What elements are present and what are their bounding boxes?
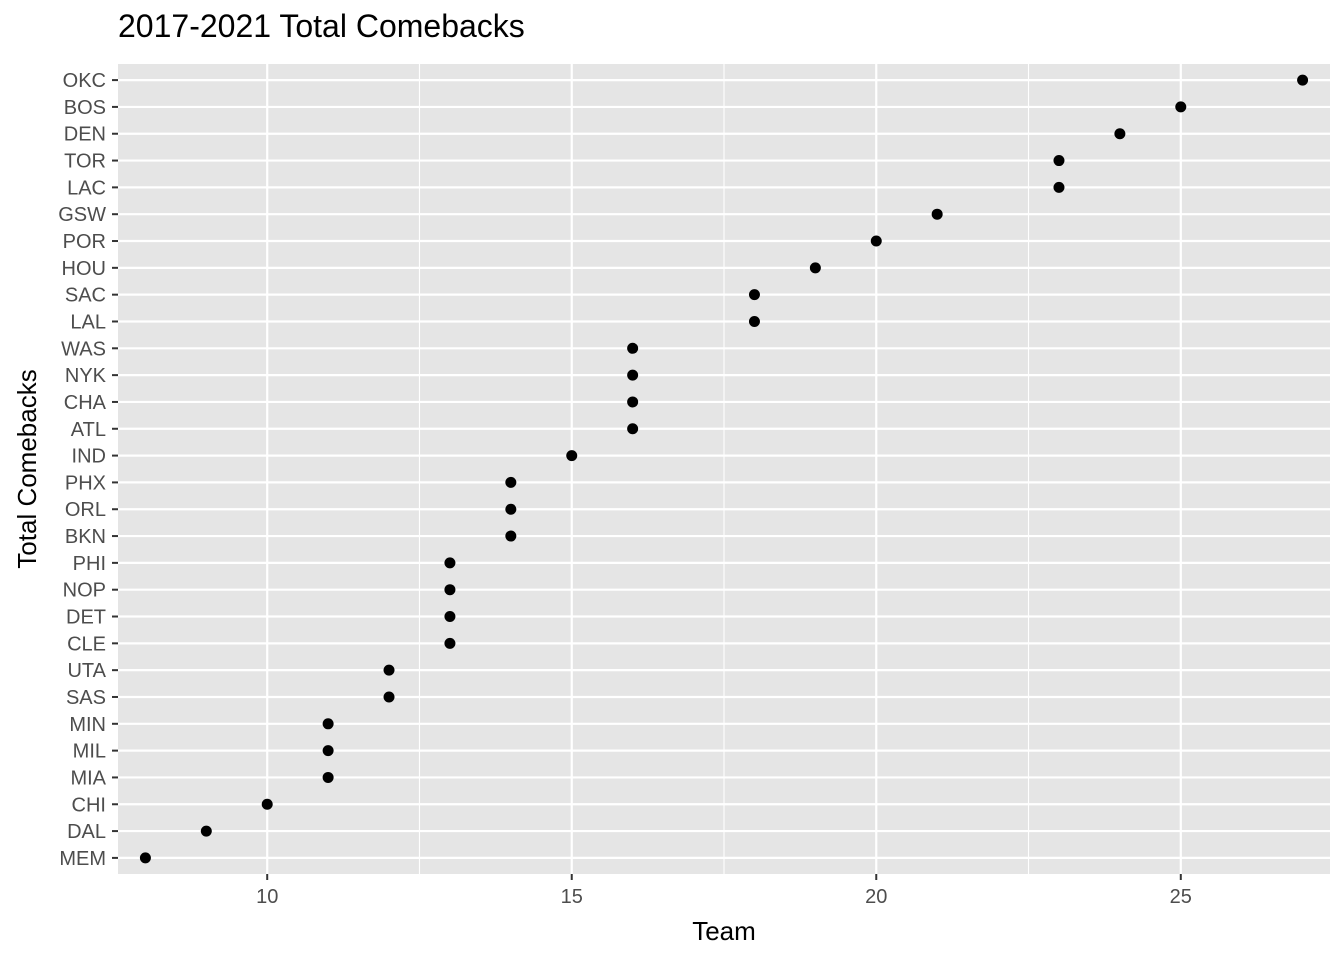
y-tick-label-bkn: BKN <box>65 526 106 548</box>
x-tick-label: 20 <box>865 886 887 908</box>
data-point-sas <box>383 691 395 703</box>
data-point-nyk <box>627 369 639 381</box>
y-tick-label-gsw: GSW <box>58 204 106 226</box>
data-point-uta <box>383 664 395 676</box>
data-point-mia <box>322 771 334 783</box>
chart-title: 2017-2021 Total Comebacks <box>118 8 525 44</box>
y-tick-label-tor: TOR <box>64 151 106 173</box>
y-tick-label-cle: CLE <box>67 633 106 655</box>
y-tick-label-mil: MIL <box>73 741 106 763</box>
y-tick-label-mia: MIA <box>70 767 106 789</box>
data-point-tor <box>1053 155 1065 167</box>
data-point-bos <box>1175 101 1187 113</box>
data-point-det <box>444 611 456 623</box>
x-axis-title: Team <box>692 916 756 946</box>
x-tick-label: 25 <box>1170 886 1192 908</box>
y-tick-label-ind: IND <box>72 446 106 468</box>
y-tick-label-nop: NOP <box>63 580 106 602</box>
data-point-lal <box>748 315 760 327</box>
major-grid <box>118 64 1330 874</box>
y-tick-label-phi: PHI <box>73 553 106 575</box>
y-tick-label-sac: SAC <box>65 285 106 307</box>
x-axis-ticks: 10 15 20 25 <box>256 874 1192 908</box>
data-point-cha <box>627 396 639 408</box>
y-tick-label-bos: BOS <box>64 97 106 119</box>
y-tick-label-lal: LAL <box>70 311 106 333</box>
data-point-mil <box>322 745 334 757</box>
y-tick-label-hou: HOU <box>62 258 106 280</box>
data-point-was <box>627 342 639 354</box>
y-tick-label-sas: SAS <box>66 687 106 709</box>
y-tick-label-dal: DAL <box>67 821 106 843</box>
data-point-atl <box>627 423 639 435</box>
y-tick-label-nyk: NYK <box>65 365 107 387</box>
x-tick-label: 10 <box>256 886 278 908</box>
data-point-gsw <box>931 208 943 220</box>
y-tick-label-cha: CHA <box>64 392 107 414</box>
data-point-nop <box>444 584 456 596</box>
y-tick-label-por: POR <box>63 231 106 253</box>
data-point-hou <box>809 262 821 274</box>
data-points <box>139 74 1309 864</box>
data-point-sac <box>748 289 760 301</box>
data-point-por <box>870 235 882 247</box>
y-axis-ticks: MEM DAL CHI MIA MIL MIN SAS UTA CLE DET NOP PHI BKN O… <box>58 70 118 870</box>
y-tick-label-min: MIN <box>69 714 106 736</box>
y-axis-title: Total Comebacks <box>12 369 42 568</box>
y-tick-label-atl: ATL <box>71 419 106 441</box>
y-tick-label-okc: OKC <box>63 70 106 92</box>
data-point-orl <box>505 503 517 515</box>
minor-grid <box>418 64 1030 874</box>
data-point-min <box>322 718 334 730</box>
data-point-chi <box>261 798 273 810</box>
y-tick-label-orl: ORL <box>65 499 106 521</box>
x-tick-label: 15 <box>561 886 583 908</box>
y-tick-label-chi: CHI <box>72 794 106 816</box>
data-point-lac <box>1053 181 1065 193</box>
y-tick-label-lac: LAC <box>67 177 106 199</box>
data-point-ind <box>566 450 578 462</box>
data-point-den <box>1114 128 1126 140</box>
data-point-dal <box>200 825 212 837</box>
y-tick-label-mem: MEM <box>59 848 106 870</box>
y-tick-label-det: DET <box>66 607 106 629</box>
y-tick-label-phx: PHX <box>65 472 106 494</box>
y-tick-label-was: WAS <box>61 338 106 360</box>
data-point-phi <box>444 557 456 569</box>
data-point-okc <box>1297 74 1309 86</box>
data-point-phx <box>505 476 517 488</box>
data-point-cle <box>444 637 456 649</box>
y-tick-label-den: DEN <box>64 124 106 146</box>
y-tick-label-uta: UTA <box>67 660 106 682</box>
data-point-bkn <box>505 530 517 542</box>
data-point-mem <box>139 852 151 864</box>
